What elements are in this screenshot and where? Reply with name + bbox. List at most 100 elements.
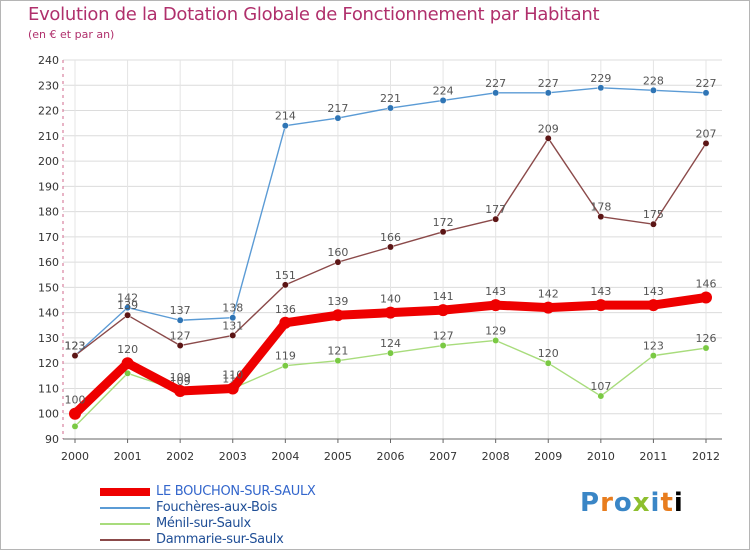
point-dammarie-sur-saulx-2001 xyxy=(124,311,132,319)
data-label-m-nil-sur-saulx-2010: 107 xyxy=(590,380,611,393)
point-dammarie-sur-saulx-2000 xyxy=(71,352,79,360)
data-label-le-bouchon-sur-saulx-2004: 136 xyxy=(275,303,296,316)
y-tick-label-200: 200 xyxy=(38,155,59,168)
point-dammarie-sur-saulx-2009 xyxy=(544,134,552,142)
legend-label-dammarie: Dammarie-sur-Saulx xyxy=(156,532,284,547)
point-le-bouchon-sur-saulx-2010 xyxy=(594,299,607,312)
data-label-le-bouchon-sur-saulx-2007: 141 xyxy=(433,290,454,303)
data-label-fouch-res-aux-bois-2007: 224 xyxy=(433,84,454,97)
data-label-m-nil-sur-saulx-2005: 121 xyxy=(327,345,348,358)
data-label-dammarie-sur-saulx-2007: 172 xyxy=(433,216,454,229)
point-m-nil-sur-saulx-2009 xyxy=(544,359,552,367)
data-label-dammarie-sur-saulx-2008: 177 xyxy=(485,203,506,216)
point-m-nil-sur-saulx-2011 xyxy=(649,352,657,360)
data-label-dammarie-sur-saulx-2000: 123 xyxy=(65,340,86,353)
point-fouch-res-aux-bois-2004 xyxy=(281,122,289,130)
point-le-bouchon-sur-saulx-2003 xyxy=(226,382,239,395)
data-label-fouch-res-aux-bois-2003: 138 xyxy=(222,302,243,315)
point-fouch-res-aux-bois-2002 xyxy=(176,316,184,324)
point-le-bouchon-sur-saulx-2011 xyxy=(647,299,660,312)
data-label-dammarie-sur-saulx-2004: 151 xyxy=(275,269,296,282)
y-tick-label-210: 210 xyxy=(38,130,59,143)
y-tick-label-160: 160 xyxy=(38,256,59,269)
data-label-fouch-res-aux-bois-2002: 137 xyxy=(170,304,191,317)
y-tick-label-180: 180 xyxy=(38,206,59,219)
point-le-bouchon-sur-saulx-2012 xyxy=(700,291,712,304)
point-m-nil-sur-saulx-2008 xyxy=(492,337,500,344)
x-tick-label-2004: 2004 xyxy=(271,450,299,463)
data-label-le-bouchon-sur-saulx-2009: 142 xyxy=(538,288,559,301)
data-label-m-nil-sur-saulx-2008: 129 xyxy=(485,324,506,337)
data-label-dammarie-sur-saulx-2009: 209 xyxy=(538,122,559,135)
point-dammarie-sur-saulx-2004 xyxy=(281,281,289,289)
point-fouch-res-aux-bois-2008 xyxy=(492,89,500,97)
point-le-bouchon-sur-saulx-2001 xyxy=(121,357,134,370)
point-dammarie-sur-saulx-2002 xyxy=(176,342,184,349)
y-tick-label-170: 170 xyxy=(38,231,59,244)
point-fouch-res-aux-bois-2010 xyxy=(597,84,605,92)
data-label-dammarie-sur-saulx-2002: 127 xyxy=(170,330,191,343)
point-fouch-res-aux-bois-2009 xyxy=(544,89,552,97)
data-label-fouch-res-aux-bois-2010: 229 xyxy=(590,72,611,85)
point-m-nil-sur-saulx-2000 xyxy=(71,422,79,430)
data-label-le-bouchon-sur-saulx-2001: 120 xyxy=(117,343,138,356)
point-dammarie-sur-saulx-2008 xyxy=(492,215,500,223)
chart-subtitle: (en € et par an) xyxy=(28,28,115,41)
data-label-le-bouchon-sur-saulx-2000: 100 xyxy=(65,394,86,407)
data-label-m-nil-sur-saulx-2004: 119 xyxy=(275,350,296,363)
data-label-fouch-res-aux-bois-2006: 221 xyxy=(380,92,401,105)
x-tick-label-2012: 2012 xyxy=(692,450,720,463)
point-m-nil-sur-saulx-2001 xyxy=(124,369,132,377)
point-fouch-res-aux-bois-2012 xyxy=(702,89,710,97)
data-label-fouch-res-aux-bois-2011: 228 xyxy=(643,74,664,87)
point-dammarie-sur-saulx-2010 xyxy=(597,213,605,221)
data-label-dammarie-sur-saulx-2006: 166 xyxy=(380,231,401,244)
point-le-bouchon-sur-saulx-2007 xyxy=(437,304,450,317)
x-tick-label-2001: 2001 xyxy=(114,450,142,463)
y-tick-label-120: 120 xyxy=(38,357,59,370)
legend-label-foucheres: Fouchères-aux-Bois xyxy=(156,500,278,515)
legend-label-menil: Ménil-sur-Saulx xyxy=(156,516,251,531)
x-tick-label-2002: 2002 xyxy=(166,450,194,463)
y-tick-label-220: 220 xyxy=(38,105,59,118)
x-tick-label-2009: 2009 xyxy=(534,450,562,463)
data-label-le-bouchon-sur-saulx-2008: 143 xyxy=(485,285,506,298)
data-label-le-bouchon-sur-saulx-2003: 110 xyxy=(222,368,243,381)
data-label-m-nil-sur-saulx-2012: 126 xyxy=(696,332,717,345)
y-tick-label-150: 150 xyxy=(38,281,59,294)
data-label-m-nil-sur-saulx-2006: 124 xyxy=(380,337,401,350)
x-tick-label-2003: 2003 xyxy=(219,450,247,463)
data-label-m-nil-sur-saulx-2009: 120 xyxy=(538,347,559,360)
point-fouch-res-aux-bois-2001 xyxy=(124,304,132,312)
y-tick-label-190: 190 xyxy=(38,180,59,193)
data-label-le-bouchon-sur-saulx-2006: 140 xyxy=(380,293,401,306)
x-tick-label-2008: 2008 xyxy=(482,450,510,463)
data-label-fouch-res-aux-bois-2009: 227 xyxy=(538,77,559,90)
data-label-fouch-res-aux-bois-2012: 227 xyxy=(696,77,717,90)
y-tick-label-130: 130 xyxy=(38,332,59,345)
y-tick-label-230: 230 xyxy=(38,79,59,92)
point-fouch-res-aux-bois-2005 xyxy=(334,114,342,122)
point-le-bouchon-sur-saulx-2000 xyxy=(69,407,81,420)
legend-swatch-foucheres xyxy=(100,507,150,509)
data-label-le-bouchon-sur-saulx-2002: 109 xyxy=(170,371,191,384)
point-le-bouchon-sur-saulx-2005 xyxy=(331,309,344,322)
data-label-dammarie-sur-saulx-2005: 160 xyxy=(327,246,348,259)
point-dammarie-sur-saulx-2006 xyxy=(387,243,394,251)
chart-title: Evolution de la Dotation Globale de Fonc… xyxy=(28,4,600,25)
point-le-bouchon-sur-saulx-2002 xyxy=(174,384,187,397)
point-dammarie-sur-saulx-2012 xyxy=(702,139,710,147)
y-tick-label-90: 90 xyxy=(45,433,59,446)
point-dammarie-sur-saulx-2005 xyxy=(334,258,342,266)
data-label-fouch-res-aux-bois-2005: 217 xyxy=(327,102,348,115)
point-le-bouchon-sur-saulx-2008 xyxy=(489,299,502,312)
x-tick-label-2007: 2007 xyxy=(429,450,457,463)
data-label-m-nil-sur-saulx-2007: 127 xyxy=(433,330,454,343)
point-le-bouchon-sur-saulx-2006 xyxy=(384,306,397,319)
data-label-fouch-res-aux-bois-2001: 142 xyxy=(117,292,138,305)
x-tick-label-2000: 2000 xyxy=(61,450,89,463)
y-tick-label-100: 100 xyxy=(38,408,59,421)
point-fouch-res-aux-bois-2003 xyxy=(229,314,237,322)
y-tick-label-140: 140 xyxy=(38,307,59,320)
data-label-dammarie-sur-saulx-2001: 139 xyxy=(117,299,138,312)
